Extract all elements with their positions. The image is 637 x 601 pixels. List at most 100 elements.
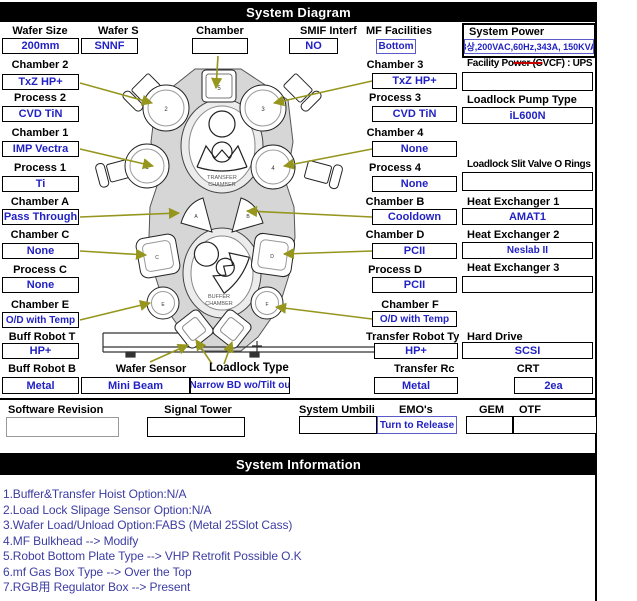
chamber-1-field[interactable]: IMP Vectra bbox=[2, 141, 79, 157]
chamber-3-field[interactable]: TxZ HP+ bbox=[372, 73, 457, 89]
chamber-e: E bbox=[146, 286, 180, 320]
heat-exchanger-2-label: Heat Exchanger 2 bbox=[467, 229, 560, 241]
connector-arrows bbox=[79, 55, 373, 365]
wafer-size-label: Wafer Size bbox=[12, 25, 68, 37]
emos-label: EMO's bbox=[399, 404, 433, 416]
diagram-title: System Diagram bbox=[246, 4, 351, 20]
svg-text:D: D bbox=[270, 254, 274, 260]
process-3-field[interactable]: CVD TiN bbox=[372, 106, 457, 122]
chamber-c-field[interactable]: None bbox=[2, 243, 79, 259]
otf-field[interactable] bbox=[513, 416, 597, 434]
transfer-robot-t-field[interactable]: HP+ bbox=[374, 343, 458, 359]
chamber-2: 2 bbox=[122, 73, 190, 132]
buffer-robot bbox=[193, 241, 250, 294]
info-line: 4.MF Bulkhead --> Modify bbox=[3, 533, 139, 548]
info-line: 1.Buffer&Transfer Hoist Option:N/A bbox=[3, 487, 187, 501]
loadlock-pump-type-label: Loadlock Pump Type bbox=[467, 94, 577, 106]
chamber-b-field[interactable]: Cooldown bbox=[372, 209, 457, 225]
process-c-label: Process C bbox=[13, 264, 67, 276]
gem-field[interactable] bbox=[466, 416, 513, 434]
process-d-label: Process D bbox=[368, 264, 422, 276]
buff-robot-t-field[interactable]: HP+ bbox=[2, 343, 79, 359]
transfer-robot bbox=[196, 110, 248, 172]
chamber-a-label: Chamber A bbox=[10, 196, 70, 208]
chamber-d-label: Chamber D bbox=[365, 229, 425, 241]
transfer-robot-b-field[interactable]: Metal bbox=[374, 377, 458, 394]
loadlock-right bbox=[212, 309, 252, 349]
svg-text:3: 3 bbox=[261, 107, 265, 113]
heat-exchanger-1-label: Heat Exchanger 1 bbox=[467, 196, 560, 208]
transfer-robot-b-label: Transfer Rc bbox=[394, 363, 455, 375]
chamber-b-label: Chamber B bbox=[365, 196, 425, 208]
chamber-f-field[interactable]: O/D with Temp bbox=[372, 311, 457, 327]
heat-exchanger-3-field[interactable] bbox=[462, 276, 593, 293]
buff-robot-b-field[interactable]: Metal bbox=[2, 377, 79, 394]
signal-tower-label: Signal Tower bbox=[164, 404, 232, 416]
svg-text:E: E bbox=[161, 302, 165, 308]
system-power-field[interactable]: 3상,200VAC,60Hz,343A, 150KVA bbox=[464, 39, 594, 54]
chamber-3-label: Chamber 3 bbox=[366, 59, 424, 71]
transfer-robot-t-label: Transfer Robot Ty bbox=[366, 331, 459, 343]
wafer-sensor-field[interactable]: Mini Beam bbox=[81, 377, 190, 394]
loadlock-pump-type-field[interactable]: iL600N bbox=[462, 107, 593, 124]
chamber-d-field[interactable]: PCII bbox=[372, 243, 457, 259]
facility-power-field[interactable] bbox=[462, 72, 593, 91]
svg-text:A: A bbox=[194, 214, 198, 220]
loadlock-slit-valve-field[interactable] bbox=[462, 172, 593, 191]
chamber-c: C bbox=[135, 233, 181, 279]
software-revision-field[interactable] bbox=[6, 417, 119, 437]
wafer-type-field[interactable]: SNNF bbox=[81, 38, 138, 54]
chamber-label: Chamber bbox=[196, 25, 244, 37]
chamber-4-label: Chamber 4 bbox=[366, 127, 424, 139]
crt-field[interactable]: 2ea bbox=[514, 377, 593, 394]
process-c-field[interactable]: None bbox=[2, 277, 79, 293]
heat-exchanger-3-label: Heat Exchanger 3 bbox=[467, 262, 560, 274]
process-2-field[interactable]: CVD TiN bbox=[2, 106, 79, 122]
svg-text:CHAMBER: CHAMBER bbox=[208, 182, 236, 188]
smif-interface-label: SMIF Interf bbox=[300, 25, 357, 37]
chamber-d: D bbox=[250, 232, 296, 278]
software-revision-label: Software Revision bbox=[8, 404, 104, 416]
chamber-field[interactable] bbox=[192, 38, 248, 54]
chamber-4: 4 bbox=[250, 144, 343, 190]
heat-exchanger-2-field[interactable]: Neslab II bbox=[462, 242, 593, 259]
system-umbilical-field[interactable] bbox=[299, 416, 377, 434]
system-power-label: System Power bbox=[469, 26, 545, 38]
info-line: 2.Load Lock Slipage Sensor Option:N/A bbox=[3, 502, 212, 517]
facility-power-struck-text: wer (C bbox=[513, 58, 543, 69]
system-umbilical-label: System Umbili bbox=[299, 404, 375, 416]
system-information-list: 1.Buffer&Transfer Hoist Option:N/A 2.Loa… bbox=[3, 487, 563, 596]
smif-interface-field[interactable]: NO bbox=[289, 38, 338, 54]
process-4-field[interactable]: None bbox=[372, 176, 457, 192]
chamber-a: A bbox=[180, 197, 213, 233]
right-border-line bbox=[595, 2, 597, 601]
mf-facilities-field[interactable]: Bottom bbox=[376, 39, 416, 54]
wafer-size-field[interactable]: 200mm bbox=[2, 38, 79, 54]
facility-power-label: Facility Power (CVCF) : UPS bbox=[467, 58, 593, 69]
info-line: 7.RGB用 Regulator Box --> Present bbox=[3, 580, 191, 594]
hard-drive-label: Hard Drive bbox=[467, 331, 523, 343]
emos-field[interactable]: Turn to Release bbox=[377, 416, 457, 434]
chamber-4-field[interactable]: None bbox=[372, 141, 457, 157]
chamber-2-field[interactable]: TxZ HP+ bbox=[2, 74, 79, 90]
process-1-field[interactable]: Ti bbox=[2, 176, 79, 192]
signal-tower-field[interactable] bbox=[147, 417, 245, 437]
buffer-chamber-label: BUFFER bbox=[208, 294, 230, 300]
process-2-label: Process 2 bbox=[14, 92, 66, 104]
chamber-a-field[interactable]: Pass Through bbox=[2, 209, 79, 225]
svg-text:2: 2 bbox=[164, 107, 168, 113]
chamber-e-field[interactable]: O/D with Temp bbox=[2, 312, 79, 328]
process-d-field[interactable]: PCII bbox=[372, 277, 457, 293]
loadlock-type-field[interactable]: Narrow BD wo/Tilt ou bbox=[190, 377, 290, 394]
process-1-label: Process 1 bbox=[14, 162, 66, 174]
svg-text:CHAMBER: CHAMBER bbox=[205, 301, 233, 307]
info-line: 6.mf Gas Box Type --> Over the Top bbox=[3, 564, 192, 579]
svg-text:F: F bbox=[265, 302, 268, 308]
chamber-2-label: Chamber 2 bbox=[11, 59, 69, 71]
otf-label: OTF bbox=[519, 404, 541, 416]
hard-drive-field[interactable]: SCSI bbox=[462, 342, 593, 359]
chamber-f: F bbox=[250, 286, 284, 320]
heat-exchanger-1-field[interactable]: AMAT1 bbox=[462, 208, 593, 225]
